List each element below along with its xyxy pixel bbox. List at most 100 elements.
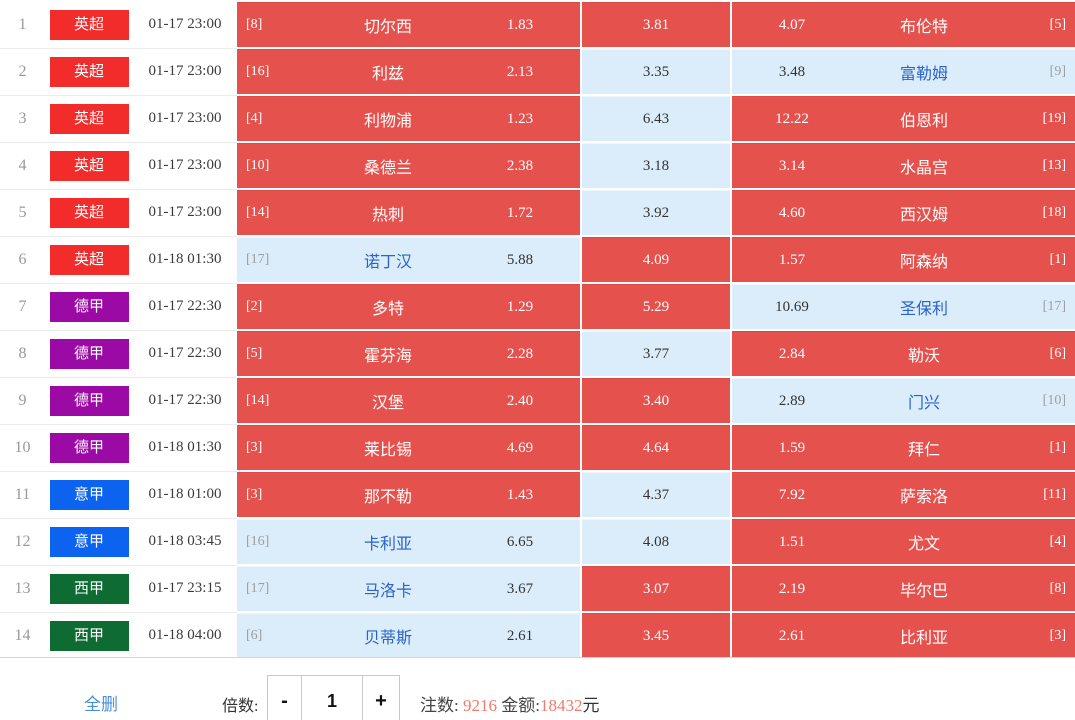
draw-bet-cell[interactable]: 6.43 [582, 96, 730, 141]
draw-bet-cell[interactable]: 3.92 [582, 190, 730, 235]
home-bet-cell[interactable]: [16] 卡利亚 6.65 [237, 519, 580, 564]
home-odds: 4.69 [506, 439, 534, 456]
away-bet-cell[interactable]: 1.51 尤文 [4] [732, 519, 1075, 564]
match-info: 12 意甲 01-18 03:45 [0, 519, 237, 566]
draw-odds: 3.77 [642, 345, 670, 362]
row-number: 13 [14, 579, 31, 597]
match-info: 3 英超 01-17 23:00 [0, 96, 237, 143]
draw-bet-cell[interactable]: 3.18 [582, 143, 730, 188]
draw-bet-cell[interactable]: 3.77 [582, 331, 730, 376]
away-odds: 1.51 [778, 533, 806, 550]
match-time: 01-17 23:00 [148, 157, 222, 173]
draw-odds: 6.43 [642, 110, 670, 127]
draw-odds: 3.92 [642, 204, 670, 221]
home-bet-cell[interactable]: [14] 热刺 1.72 [237, 190, 580, 235]
away-bet-cell[interactable]: 2.61 比利亚 [3] [732, 613, 1075, 658]
row-number: 10 [14, 438, 31, 456]
table-row: 2 英超 01-17 23:00 [16] 利兹 2.13 3.35 3.48 富勒姆 [9] [0, 49, 1075, 96]
league-badge-wrap: 英超 [45, 56, 133, 87]
league-badge-wrap: 英超 [45, 9, 133, 40]
away-bet-cell[interactable]: 1.59 拜仁 [1] [732, 425, 1075, 470]
draw-bet-cell[interactable]: 5.29 [582, 284, 730, 329]
home-bet-cell[interactable]: [2] 多特 1.29 [237, 284, 580, 329]
away-bet-cell[interactable]: 10.69 圣保利 [17] [732, 284, 1075, 329]
draw-bet-cell[interactable]: 3.07 [582, 566, 730, 611]
away-team: 圣保利 [899, 301, 948, 318]
league-badge-wrap: 英超 [45, 197, 133, 228]
home-odds: 2.40 [506, 392, 534, 409]
row-number: 1 [18, 15, 27, 33]
away-rank: [10] [1042, 393, 1066, 408]
away-rank: [17] [1042, 299, 1066, 314]
draw-odds: 3.07 [642, 580, 670, 597]
match-time: 01-17 23:00 [148, 110, 222, 126]
home-rank: [14] [246, 205, 270, 220]
match-info: 11 意甲 01-18 01:00 [0, 472, 237, 519]
away-bet-cell[interactable]: 2.84 勒沃 [6] [732, 331, 1075, 376]
draw-bet-cell[interactable]: 3.81 [582, 2, 730, 47]
match-time: 01-18 01:00 [148, 486, 222, 502]
away-bet-cell[interactable]: 2.89 门兴 [10] [732, 378, 1075, 423]
home-bet-cell[interactable]: [17] 马洛卡 3.67 [237, 566, 580, 611]
away-bet-cell[interactable]: 2.19 毕尔巴 [8] [732, 566, 1075, 611]
league-badge: 德甲 [49, 385, 129, 416]
home-bet-cell[interactable]: [6] 贝蒂斯 2.61 [237, 613, 580, 658]
away-bet-cell[interactable]: 1.57 阿森纳 [1] [732, 237, 1075, 282]
match-info: 10 德甲 01-18 01:30 [0, 425, 237, 472]
away-odds: 3.48 [778, 63, 806, 80]
home-bet-cell[interactable]: [16] 利兹 2.13 [237, 49, 580, 94]
home-bet-cell[interactable]: [3] 那不勒 1.43 [237, 472, 580, 517]
home-bet-cell[interactable]: [17] 诺丁汉 5.88 [237, 237, 580, 282]
match-info: 7 德甲 01-17 22:30 [0, 284, 237, 331]
draw-bet-cell[interactable]: 4.37 [582, 472, 730, 517]
home-rank: [16] [246, 534, 270, 549]
away-odds: 2.19 [778, 580, 806, 597]
league-badge-wrap: 德甲 [45, 432, 133, 463]
draw-bet-cell[interactable]: 3.35 [582, 49, 730, 94]
match-info: 5 英超 01-17 23:00 [0, 190, 237, 237]
home-rank: [16] [246, 64, 270, 79]
match-time: 01-18 03:45 [148, 533, 222, 549]
draw-odds: 4.09 [642, 251, 670, 268]
away-bet-cell[interactable]: 12.22 伯恩利 [19] [732, 96, 1075, 141]
multiplier-input[interactable] [301, 676, 363, 720]
home-bet-cell[interactable]: [8] 切尔西 1.83 [237, 2, 580, 47]
draw-bet-cell[interactable]: 3.45 [582, 613, 730, 658]
home-bet-cell[interactable]: [5] 霍芬海 2.28 [237, 331, 580, 376]
away-team: 西汉姆 [899, 207, 948, 224]
away-bet-cell[interactable]: 3.14 水晶宫 [13] [732, 143, 1075, 188]
match-info: 4 英超 01-17 23:00 [0, 143, 237, 190]
match-info: 13 西甲 01-17 23:15 [0, 566, 237, 613]
home-team: 利物浦 [363, 113, 412, 130]
multiplier-increase-button[interactable]: + [363, 676, 399, 720]
match-info: 9 德甲 01-17 22:30 [0, 378, 237, 425]
delete-all-link[interactable]: 全删 [84, 695, 118, 714]
home-bet-cell[interactable]: [14] 汉堡 2.40 [237, 378, 580, 423]
away-team: 布伦特 [899, 19, 948, 36]
away-team: 勒沃 [907, 348, 940, 365]
home-team: 多特 [371, 301, 404, 318]
draw-bet-cell[interactable]: 4.08 [582, 519, 730, 564]
row-number: 8 [18, 344, 27, 362]
away-bet-cell[interactable]: 7.92 萨索洛 [11] [732, 472, 1075, 517]
away-odds: 3.14 [778, 157, 806, 174]
away-bet-cell[interactable]: 3.48 富勒姆 [9] [732, 49, 1075, 94]
table-row: 9 德甲 01-17 22:30 [14] 汉堡 2.40 3.40 2.89 门兴 [10] [0, 378, 1075, 425]
home-bet-cell[interactable]: [10] 桑德兰 2.38 [237, 143, 580, 188]
draw-bet-cell[interactable]: 4.09 [582, 237, 730, 282]
multiplier-decrease-button[interactable]: - [268, 676, 301, 720]
away-bet-cell[interactable]: 4.07 布伦特 [5] [732, 2, 1075, 47]
row-number: 7 [18, 297, 27, 315]
home-bet-cell[interactable]: [3] 莱比锡 4.69 [237, 425, 580, 470]
home-rank: [2] [246, 299, 263, 314]
home-bet-cell[interactable]: [4] 利物浦 1.23 [237, 96, 580, 141]
away-team: 尤文 [907, 536, 940, 553]
amount-unit: 元 [582, 696, 600, 715]
away-bet-cell[interactable]: 4.60 西汉姆 [18] [732, 190, 1075, 235]
away-rank: [5] [1049, 17, 1066, 32]
draw-bet-cell[interactable]: 4.64 [582, 425, 730, 470]
draw-bet-cell[interactable]: 3.40 [582, 378, 730, 423]
league-badge: 英超 [49, 56, 129, 87]
table-row: 14 西甲 01-18 04:00 [6] 贝蒂斯 2.61 3.45 2.61 比利亚 [3] [0, 613, 1075, 660]
away-team: 萨索洛 [899, 489, 948, 506]
